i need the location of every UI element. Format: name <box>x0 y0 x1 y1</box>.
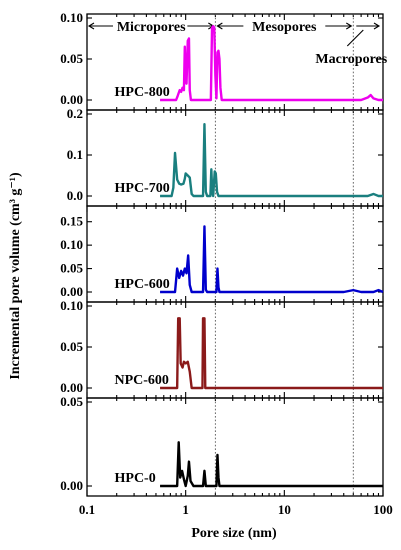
y-axis-title: Incremental pore volume (cm³ g⁻¹) <box>8 172 23 380</box>
y-tick-label: 0.05 <box>60 51 83 66</box>
x-tick-label: 100 <box>373 502 393 517</box>
mesopores-arrow-left-head <box>216 22 223 30</box>
y-tick-label: 0.05 <box>60 394 83 409</box>
y-tick-label: 0.00 <box>60 478 83 493</box>
series-name-label: HPC-700 <box>115 181 170 196</box>
series-name-label: NPC-600 <box>115 373 169 388</box>
micropores-arrow-left-head <box>87 22 95 30</box>
y-tick-label: 0.10 <box>60 10 83 25</box>
y-tick-label: 0.2 <box>67 106 83 121</box>
series-line <box>160 441 383 488</box>
y-tick-label: 0.10 <box>60 298 83 313</box>
series-line <box>160 225 384 294</box>
y-tick-label: 0.00 <box>60 284 83 299</box>
region-label-mesopores: Mesopores <box>252 20 317 35</box>
axes-layer <box>86 13 384 497</box>
y-tick-label: 0.00 <box>60 92 83 107</box>
y-tick-label: 0.00 <box>60 380 83 395</box>
series-layer <box>160 25 384 488</box>
x-axis-title: Pore size (nm) <box>191 526 277 541</box>
x-tick-label: 10 <box>278 502 291 517</box>
region-label-micropores: Micropores <box>117 20 186 35</box>
y-tick-label: 0.0 <box>67 188 83 203</box>
series-line <box>160 317 383 390</box>
panel-frame <box>86 397 384 497</box>
macropores-pointer <box>346 29 364 47</box>
y-tick-label: 0.10 <box>60 237 83 252</box>
series-name-label: HPC-800 <box>115 85 170 100</box>
y-tick-label: 0.05 <box>60 261 83 276</box>
series-line <box>160 25 383 102</box>
label-layer: Incremental pore volume (cm³ g⁻¹) Pore s… <box>8 10 393 541</box>
macropores-arrow-head <box>373 22 381 30</box>
y-tick-label: 0.05 <box>60 339 83 354</box>
series-name-label: HPC-600 <box>115 277 170 292</box>
y-tick-label: 0.1 <box>67 147 83 162</box>
region-label-macropores: Macropores <box>315 52 387 67</box>
x-tick-label: 0.1 <box>79 502 95 517</box>
x-tick-label: 1 <box>182 502 189 517</box>
series-name-label: HPC-0 <box>115 471 156 486</box>
mesopores-arrow-right-head <box>346 22 353 30</box>
y-tick-label: 0.15 <box>60 214 83 229</box>
series-line <box>160 123 383 198</box>
